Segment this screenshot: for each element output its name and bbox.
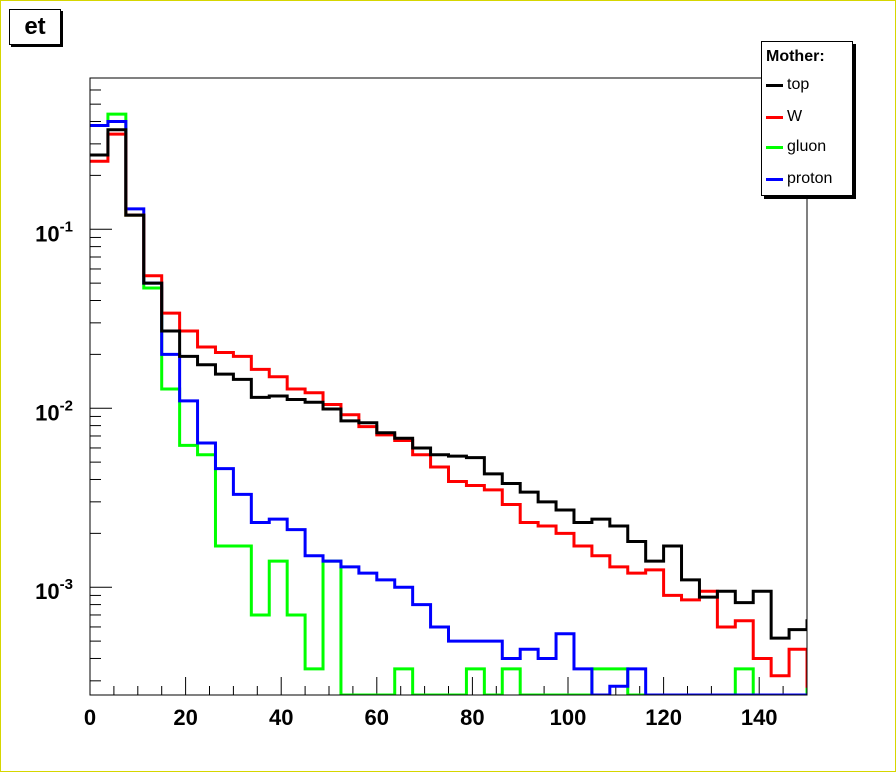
legend-entry-gluon: gluon <box>766 136 826 158</box>
x-tick-label: 120 <box>645 705 682 730</box>
series-top <box>90 128 807 640</box>
legend-swatch-top <box>766 83 783 87</box>
x-tick-label: 20 <box>173 705 197 730</box>
legend-entry-w: W <box>766 106 802 128</box>
x-tick-label: 60 <box>365 705 389 730</box>
legend[interactable]: Mother: top W gluon proton <box>761 41 853 196</box>
legend-entry-top: top <box>766 74 809 96</box>
x-tick-label: 40 <box>269 705 293 730</box>
y-tick-label: 10-1 <box>35 218 73 246</box>
y-tick-label: 10-3 <box>35 576 73 604</box>
legend-entry-proton: proton <box>766 168 832 190</box>
x-tick-label: 0 <box>84 705 96 730</box>
plot-frame <box>89 77 808 696</box>
legend-label-gluon: gluon <box>787 138 827 155</box>
legend-header: Mother: <box>766 48 825 65</box>
legend-label-top: top <box>787 76 810 93</box>
x-tick-label: 140 <box>741 705 778 730</box>
legend-label-proton: proton <box>787 170 833 187</box>
x-tick-label: 100 <box>550 705 587 730</box>
y-tick-label: 10-2 <box>35 397 73 425</box>
x-tick-label: 80 <box>460 705 484 730</box>
series-gluon <box>90 112 807 695</box>
legend-swatch-proton <box>766 177 783 181</box>
legend-swatch-gluon <box>766 145 783 149</box>
histogram-title[interactable]: et <box>9 9 61 45</box>
plot-frame-border <box>89 77 808 696</box>
series-proton <box>90 120 807 695</box>
legend-label-w: W <box>787 108 803 125</box>
legend-swatch-w <box>766 115 783 119</box>
